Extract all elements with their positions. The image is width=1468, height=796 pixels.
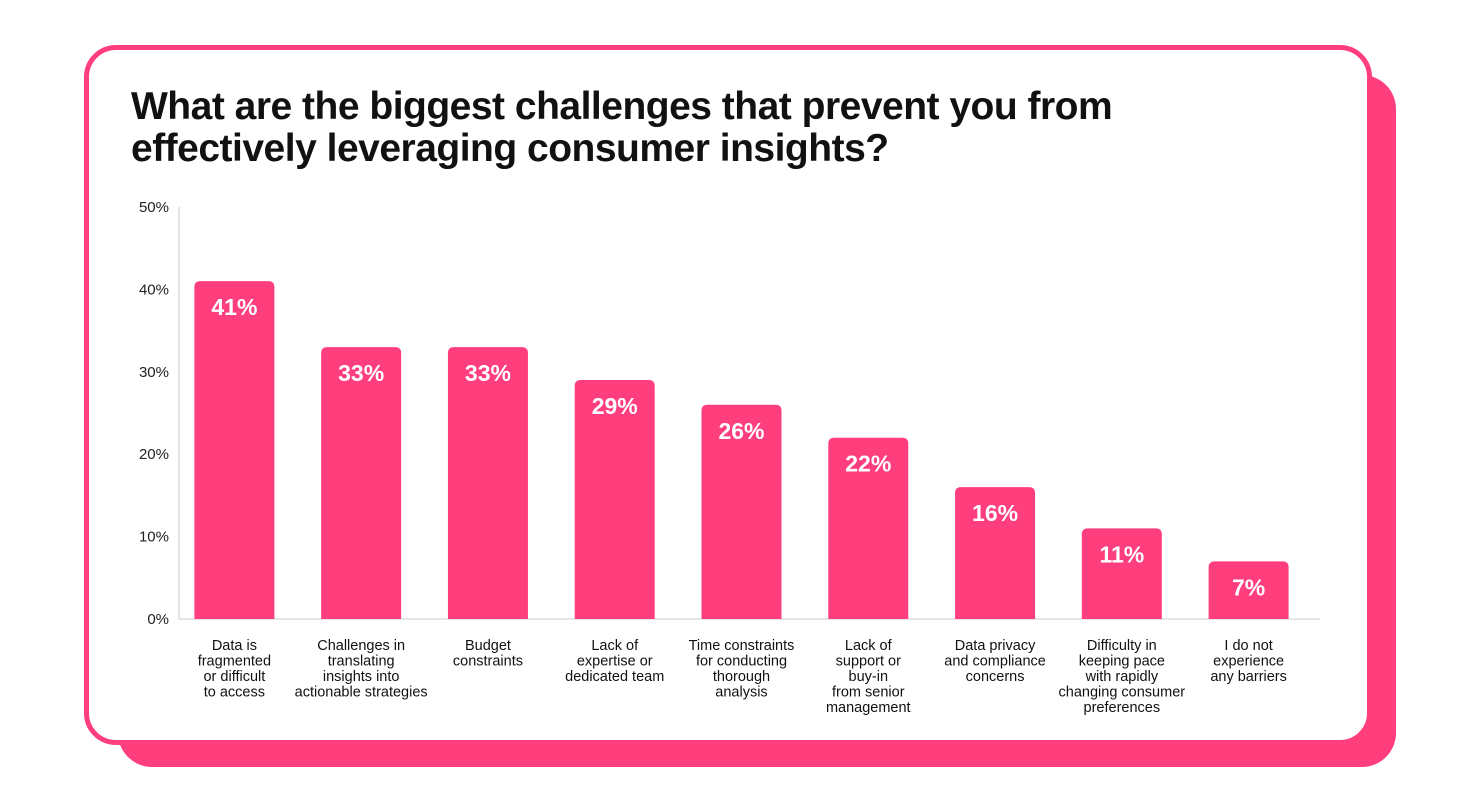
y-tick-label: 50% [139,199,169,216]
y-tick-label: 40% [139,281,169,298]
x-category-label: Difficulty in keeping pace with rapidly cha… [1059,638,1186,716]
bar [701,404,782,619]
bar [321,347,402,619]
bar [1208,561,1289,619]
bar-value-label: 7% [1232,574,1265,600]
x-category-label: Lack of expertise or dedicated team [565,638,664,685]
bar-value-label: 22% [845,451,891,477]
bar-value-label: 11% [1099,541,1144,567]
bar-value-label: 33% [465,360,511,386]
y-tick-label: 20% [139,446,169,463]
x-category-label: I do not experience any barriers [1210,638,1287,685]
bar [955,487,1036,619]
bar-value-label: 29% [592,393,638,419]
chart-title: What are the biggest challenges that pre… [131,85,1113,170]
y-tick-label: 0% [147,611,169,628]
x-category-label: Time constraints for conducting thorough an… [689,638,795,701]
y-tick-label: 30% [139,364,169,381]
bar [574,380,655,619]
x-category-label: Lack of support or buy-in from senior manage… [826,638,911,716]
x-category-label: Data is fragmented or difficult to access [198,638,271,701]
chart-labels: 41% Data is fragmented or difficult to acces… [198,294,1287,716]
x-category-label: Budget constraints [453,638,523,670]
bar-value-label: 33% [338,360,384,386]
chart-bars [194,281,1289,619]
bar [194,281,275,619]
bar-value-label: 26% [718,418,764,444]
y-tick-label: 10% [139,529,169,546]
bar-value-label: 41% [211,294,257,320]
x-category-label: Data privacy and compliance concerns [944,638,1046,685]
x-category-label: Challenges in translating insights into act… [295,638,428,701]
chart-card [84,45,1372,745]
bar [828,437,909,619]
bar [1081,528,1162,619]
bar-value-label: 16% [972,500,1018,526]
bar [447,347,528,619]
